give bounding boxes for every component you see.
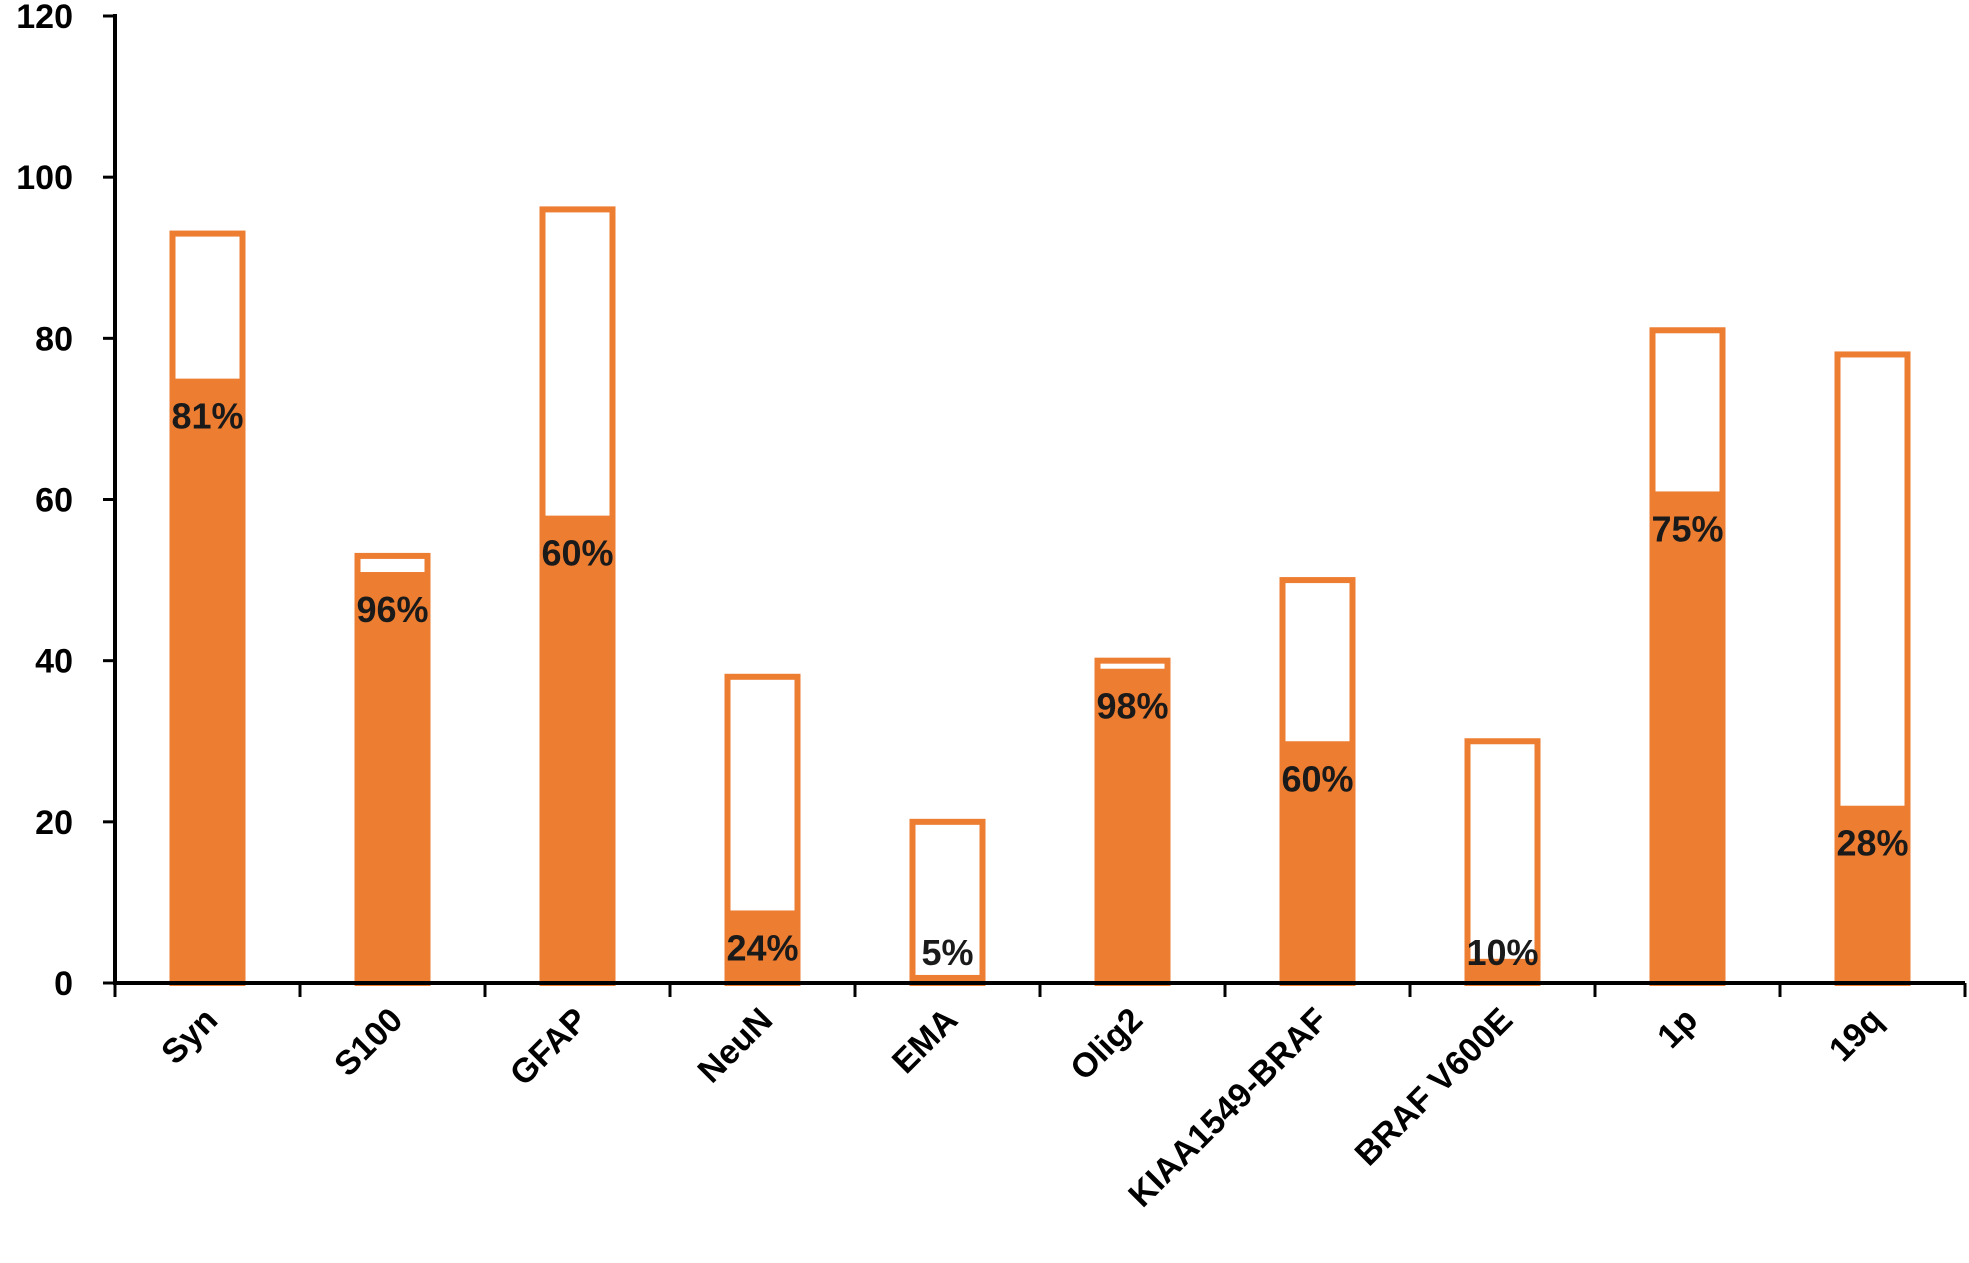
data-label: 10% (1466, 932, 1538, 973)
data-label: 60% (1281, 758, 1353, 799)
data-label: 75% (1651, 508, 1723, 549)
data-label: 60% (541, 533, 613, 574)
data-label: 5% (921, 932, 973, 973)
plot-area: 0 20 40 60 80 100 120 Syn S100 GFAP NeuN EMA Olig2KI… (16, 0, 1967, 1215)
y-tick-label: 40 (35, 643, 73, 681)
x-tick-label: BRAF V600E (1348, 1001, 1521, 1174)
bar-filled (1649, 491, 1726, 983)
data-label: 81% (171, 396, 243, 437)
y-tick-label: 100 (16, 159, 73, 197)
x-tick-label: GFAP (503, 1001, 595, 1093)
x-tick-label: NeuN (690, 1001, 780, 1091)
y-tick-label: 20 (35, 804, 73, 842)
bar-filled (724, 910, 801, 983)
y-tick-label: 60 (35, 482, 73, 520)
bar-filled (1094, 668, 1171, 983)
x-tick-label: Olig2 (1063, 1001, 1150, 1088)
data-label: 98% (1096, 686, 1168, 727)
bar-total (1464, 738, 1541, 986)
bar-filled (169, 378, 246, 983)
bar-filled (1464, 958, 1541, 983)
y-tick-label: 0 (54, 965, 73, 1003)
bar-filled (539, 515, 616, 983)
bar-filled (1279, 741, 1356, 983)
data-label: 28% (1836, 823, 1908, 864)
x-tick-label: 1p (1650, 1001, 1705, 1056)
x-tick-label: KIAA1549-BRAF (1121, 1001, 1335, 1215)
bar-filled (1834, 805, 1911, 983)
x-tick-label: 19q (1822, 1001, 1890, 1069)
bar-filled (909, 974, 986, 983)
data-label: 24% (726, 927, 798, 968)
x-tick-label: S100 (327, 1001, 410, 1084)
y-tick-label: 120 (16, 0, 73, 36)
x-tick-label: Syn (154, 1001, 225, 1072)
x-tick-label: EMA (885, 1001, 965, 1081)
y-tick-label: 80 (35, 320, 73, 358)
data-label: 96% (356, 589, 428, 630)
bar-filled (354, 572, 431, 983)
